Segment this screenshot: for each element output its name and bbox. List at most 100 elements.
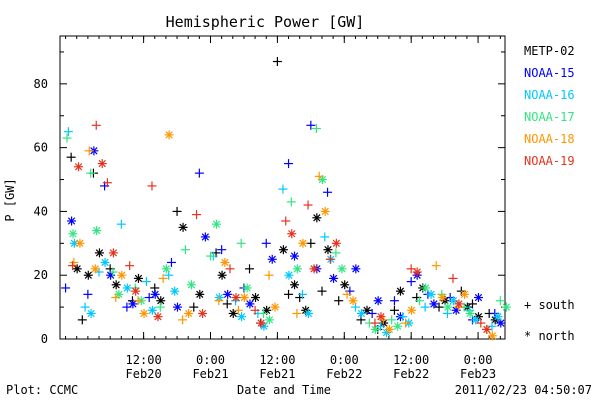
south-point bbox=[86, 168, 96, 178]
north-point bbox=[493, 312, 503, 322]
north-point bbox=[312, 213, 322, 223]
north-point bbox=[471, 315, 481, 325]
north-point-d2 bbox=[196, 290, 204, 299]
north-point bbox=[290, 280, 300, 290]
north-point bbox=[337, 264, 347, 274]
north-point bbox=[290, 251, 300, 261]
north-point bbox=[287, 229, 297, 239]
north-point bbox=[164, 130, 174, 140]
north-point bbox=[172, 302, 182, 312]
north-point bbox=[217, 270, 227, 280]
north-point-d2 bbox=[413, 268, 421, 276]
north-point-d2 bbox=[162, 265, 170, 273]
north-point-d2 bbox=[198, 309, 207, 318]
north-point-d2 bbox=[112, 281, 120, 289]
north-point bbox=[86, 308, 96, 318]
north-point-d2 bbox=[115, 290, 123, 299]
south-point bbox=[401, 318, 411, 328]
south-point bbox=[389, 305, 399, 315]
north-point-d2 bbox=[357, 309, 366, 318]
north-point bbox=[68, 229, 78, 239]
north-point bbox=[242, 283, 252, 293]
north-point-d2 bbox=[84, 271, 92, 279]
north-point-d2 bbox=[396, 287, 405, 295]
north-point bbox=[231, 293, 241, 303]
north-point bbox=[443, 302, 453, 312]
south-point bbox=[116, 219, 126, 229]
south-point bbox=[61, 283, 71, 293]
north-point bbox=[278, 245, 288, 255]
south-point bbox=[166, 257, 176, 267]
north-point-d2 bbox=[212, 220, 221, 228]
north-point-d2 bbox=[444, 303, 452, 311]
south-point bbox=[495, 296, 505, 306]
north-point-d2 bbox=[455, 300, 463, 308]
north-point-d2 bbox=[497, 319, 505, 327]
north-point bbox=[198, 308, 208, 318]
north-point bbox=[340, 280, 350, 290]
south-point bbox=[342, 289, 352, 299]
north-point-d2 bbox=[466, 309, 474, 318]
south-point bbox=[108, 267, 118, 277]
y-tick-label: 80 bbox=[34, 77, 48, 91]
south-point bbox=[141, 277, 151, 287]
north-point bbox=[161, 264, 171, 274]
south-point bbox=[180, 245, 190, 255]
north-point bbox=[133, 273, 143, 283]
north-point-d2 bbox=[70, 239, 79, 247]
south-point bbox=[261, 238, 271, 248]
north-point bbox=[298, 238, 308, 248]
legend-item: NOAA-15 bbox=[524, 66, 575, 80]
north-point bbox=[128, 299, 138, 309]
north-point bbox=[454, 299, 464, 309]
north-point bbox=[139, 308, 149, 318]
x-tick-label-time: 0:00 bbox=[464, 353, 493, 367]
north-point-d2 bbox=[338, 265, 346, 273]
north-point-d2 bbox=[438, 293, 446, 302]
x-axis-label: Date and Time bbox=[237, 383, 331, 397]
north-point-d2 bbox=[352, 265, 360, 273]
north-point bbox=[487, 331, 497, 341]
north-point bbox=[67, 216, 77, 226]
north-point bbox=[184, 308, 194, 318]
south-point bbox=[376, 321, 386, 331]
north-point bbox=[100, 257, 110, 267]
north-point bbox=[348, 296, 358, 306]
south-point bbox=[398, 312, 408, 322]
north-point-d2 bbox=[91, 265, 99, 273]
north-point bbox=[323, 245, 333, 255]
north-point-d2 bbox=[488, 332, 497, 340]
south-point bbox=[415, 296, 425, 306]
marker-key-north: * north bbox=[524, 329, 575, 343]
south-point bbox=[434, 302, 444, 312]
north-point-d2 bbox=[285, 271, 293, 279]
north-point bbox=[267, 254, 277, 264]
north-point-d2 bbox=[232, 293, 240, 302]
north-point bbox=[412, 267, 422, 277]
north-point bbox=[421, 283, 431, 293]
north-point-d2 bbox=[293, 265, 301, 273]
north-point-d2 bbox=[101, 258, 109, 267]
north-point bbox=[178, 222, 188, 232]
south-point bbox=[102, 178, 112, 188]
south-point bbox=[272, 57, 282, 67]
south-point bbox=[68, 261, 78, 271]
plot-frame bbox=[59, 35, 506, 340]
north-point-d2 bbox=[341, 281, 349, 289]
north-point bbox=[284, 270, 294, 280]
x-tick-label-time: 12:00 bbox=[259, 353, 295, 367]
north-point-d2 bbox=[313, 214, 321, 222]
north-point-d2 bbox=[271, 303, 279, 311]
legend-item: METP-02 bbox=[524, 44, 575, 58]
north-point bbox=[482, 324, 492, 334]
north-point-d2 bbox=[187, 281, 196, 289]
north-point-d2 bbox=[246, 300, 254, 308]
north-point-d2 bbox=[349, 297, 357, 305]
north-point-d2 bbox=[483, 325, 491, 334]
south-point bbox=[236, 238, 246, 248]
south-point bbox=[158, 273, 168, 283]
south-point bbox=[258, 308, 268, 318]
north-point-d2 bbox=[449, 297, 458, 305]
south-point bbox=[431, 261, 441, 271]
south-point bbox=[420, 302, 430, 312]
